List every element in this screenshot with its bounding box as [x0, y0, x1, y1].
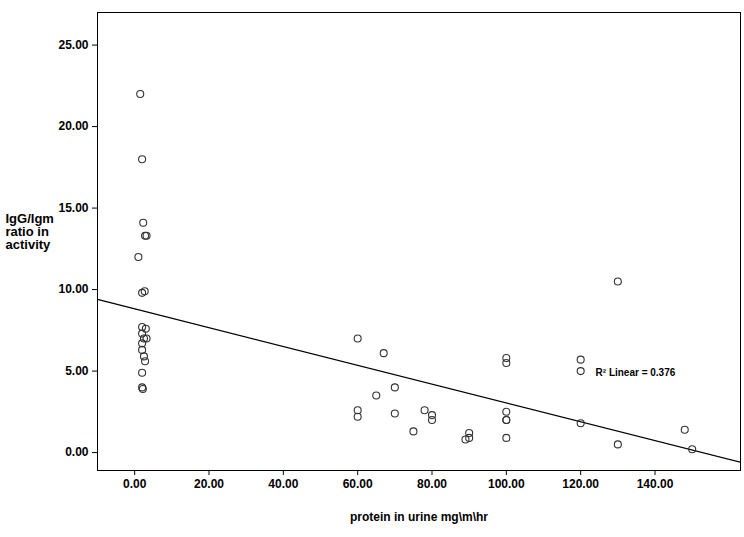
svg-text:140.00: 140.00	[637, 477, 674, 491]
svg-text:15.00: 15.00	[58, 201, 88, 215]
svg-text:25.00: 25.00	[58, 38, 88, 52]
svg-text:20.00: 20.00	[194, 477, 224, 491]
svg-text:120.00: 120.00	[562, 477, 599, 491]
svg-text:IgG/Igmratio inactivity: IgG/Igmratio inactivity	[6, 211, 54, 252]
svg-text:0.00: 0.00	[65, 445, 89, 459]
svg-text:R² Linear = 0.376: R² Linear = 0.376	[596, 367, 676, 378]
svg-text:80.00: 80.00	[417, 477, 447, 491]
svg-text:5.00: 5.00	[65, 364, 89, 378]
svg-text:10.00: 10.00	[58, 282, 88, 296]
svg-text:protein in urine mg\m\hr: protein in urine mg\m\hr	[350, 510, 488, 524]
svg-text:40.00: 40.00	[268, 477, 298, 491]
svg-text:0.00: 0.00	[123, 477, 147, 491]
svg-text:100.00: 100.00	[488, 477, 525, 491]
svg-text:60.00: 60.00	[343, 477, 373, 491]
svg-text:20.00: 20.00	[58, 119, 88, 133]
